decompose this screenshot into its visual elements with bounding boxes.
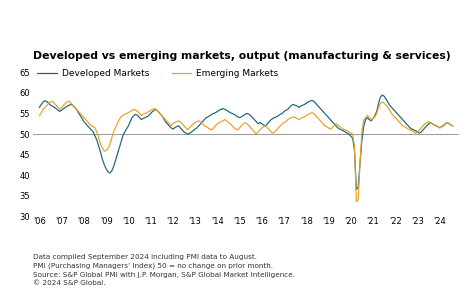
Text: Developed vs emerging markets, output (manufacturing & services): Developed vs emerging markets, output (m… (33, 51, 450, 61)
Developed Markets (353, 188, 359, 191)
Line: Emerging Markets: Emerging Markets (39, 101, 453, 202)
Emerging Markets (450, 124, 455, 128)
Emerging Markets (294, 117, 300, 120)
Developed Markets (442, 122, 448, 126)
Developed Markets (292, 104, 298, 107)
Emerging Markets (70, 104, 76, 107)
Line: Developed Markets: Developed Markets (39, 95, 453, 190)
Emerging Markets (37, 114, 42, 117)
Emerging Markets (75, 110, 81, 113)
Emerging Markets (353, 200, 359, 204)
Emerging Markets (129, 108, 135, 112)
Developed Markets (257, 121, 263, 124)
Emerging Markets (259, 126, 264, 130)
Developed Markets (450, 124, 455, 128)
Emerging Markets (442, 122, 448, 126)
Legend: Developed Markets, Emerging Markets: Developed Markets, Emerging Markets (37, 69, 278, 78)
Developed Markets (127, 120, 133, 124)
Developed Markets (73, 108, 79, 111)
Emerging Markets (50, 99, 55, 103)
Developed Markets (68, 103, 74, 106)
Developed Markets (380, 93, 385, 97)
Text: Data compiled September 2024 including PMI data to August.
PMI (Purchasing Manag: Data compiled September 2024 including P… (33, 254, 295, 286)
Developed Markets (37, 106, 42, 109)
